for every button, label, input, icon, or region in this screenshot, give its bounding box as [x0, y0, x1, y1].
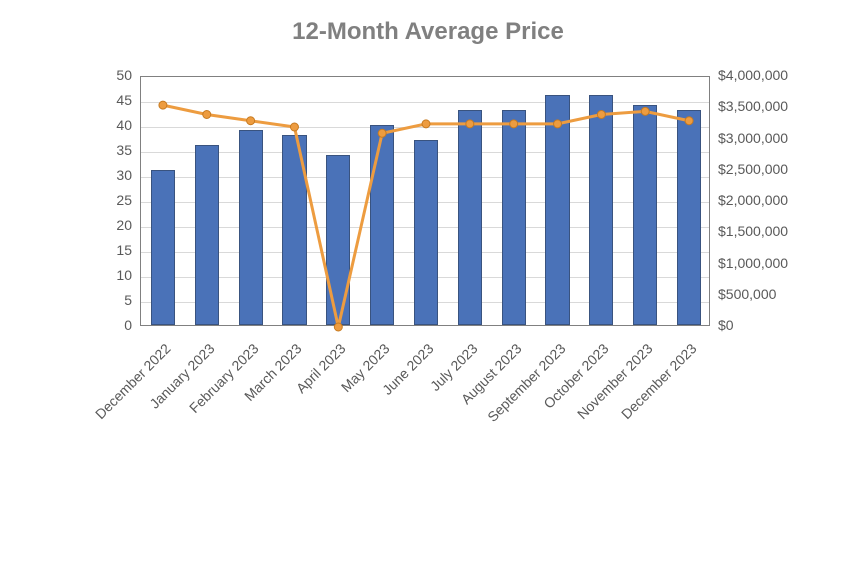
y-left-tick: 5	[90, 292, 132, 308]
line-marker	[641, 107, 649, 115]
y-right-tick: $1,000,000	[718, 255, 788, 271]
line-marker	[685, 117, 693, 125]
line-path	[163, 105, 689, 327]
y-right-tick: $500,000	[718, 286, 776, 302]
line-series	[141, 77, 711, 327]
line-marker	[247, 117, 255, 125]
y-left-tick: 10	[90, 267, 132, 283]
line-marker	[510, 120, 518, 128]
y-left-tick: 50	[90, 67, 132, 83]
line-marker	[422, 120, 430, 128]
y-right-tick: $4,000,000	[718, 67, 788, 83]
line-marker	[597, 111, 605, 119]
y-left-tick: 0	[90, 317, 132, 333]
plot-border	[140, 76, 710, 326]
y-left-tick: 15	[90, 242, 132, 258]
chart-area: 05101520253035404550 $0$500,000$1,000,00…	[90, 76, 856, 526]
line-marker	[466, 120, 474, 128]
y-right-tick: $3,000,000	[718, 130, 788, 146]
y-right-tick: $1,500,000	[718, 223, 788, 239]
line-marker	[203, 111, 211, 119]
line-marker	[159, 101, 167, 109]
y-right-tick: $0	[718, 317, 734, 333]
y-right-tick: $2,500,000	[718, 161, 788, 177]
y-left-tick: 45	[90, 92, 132, 108]
line-marker	[290, 123, 298, 131]
y-left-tick: 35	[90, 142, 132, 158]
line-marker	[378, 129, 386, 137]
y-left-tick: 25	[90, 192, 132, 208]
y-left-tick: 30	[90, 167, 132, 183]
y-left-tick: 20	[90, 217, 132, 233]
chart-title: 12-Month Average Price	[0, 0, 856, 46]
y-right-tick: $2,000,000	[718, 192, 788, 208]
y-right-tick: $3,500,000	[718, 98, 788, 114]
line-marker	[554, 120, 562, 128]
line-marker	[334, 323, 342, 331]
y-left-tick: 40	[90, 117, 132, 133]
